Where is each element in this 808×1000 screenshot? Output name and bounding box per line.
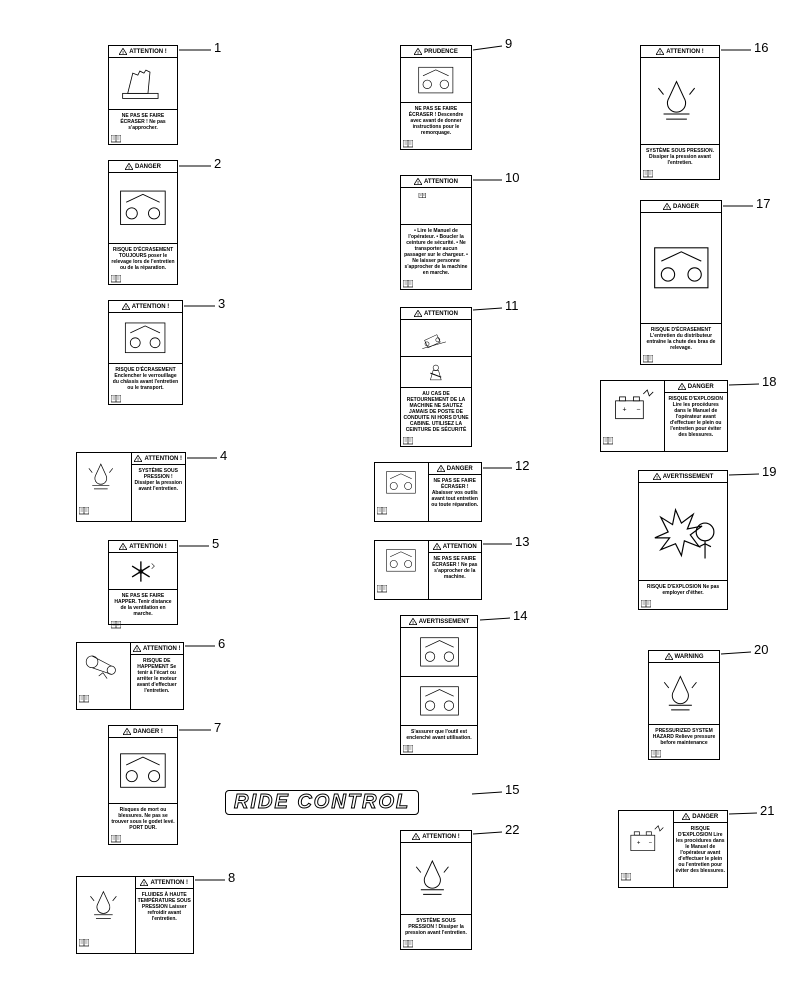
decal-11: ATTENTION AU CAS DE RETOURNEMENT DE LA M… [400, 307, 472, 447]
decal-body-text: NE PAS SE FAIRE ÉCRASER ! Ne pas s'appro… [109, 110, 177, 134]
decal-body-text: NE PAS SE FAIRE ÉCRASER ! Abaisser vos o… [429, 475, 482, 511]
decal-header-text: DANGER [673, 204, 699, 210]
callout-line-21 [729, 813, 757, 814]
callout-number-7: 7 [214, 720, 221, 735]
callout-number-22: 22 [505, 822, 519, 837]
decal-header-text: ATTENTION [424, 179, 458, 185]
decal-19: AVERTISSEMENT RISQUE D'EXPLOSION Ne pas … [638, 470, 728, 610]
callout-number-4: 4 [220, 448, 227, 463]
callout-number-6: 6 [218, 636, 225, 651]
callout-number-14: 14 [513, 608, 527, 623]
decal-body-text: NE PAS SE FAIRE ÉCRASER ! Ne pas s'appro… [429, 553, 482, 583]
decal-body-text: PRESSURIZED SYSTEM HAZARD Relieve pressu… [649, 725, 719, 749]
callout-number-11: 11 [505, 298, 519, 313]
callout-line-20 [721, 652, 751, 654]
decal-body-text: RISQUE DE HAPPEMENT Se tenir à l'écart o… [131, 655, 184, 697]
decal-body-text: RISQUE D'ÉCRASEMENT L'entretien du distr… [641, 324, 721, 354]
decal-22: ATTENTION ! SYSTÈME SOUS PRESSION ! Diss… [400, 830, 472, 950]
callout-number-17: 17 [756, 196, 770, 211]
decal-body-text: S'assurer que l'outil est enclenché avan… [401, 726, 477, 744]
decal-header-text: ATTENTION ! [422, 834, 460, 840]
callout-number-20: 20 [754, 642, 768, 657]
decal-body-text: NE PAS SE FAIRE HAPPER. Tenir distance d… [109, 590, 177, 620]
decal-21: DANGER RISQUE D'EXPLOSION Lire les procé… [618, 810, 728, 888]
decal-body-text: SYSTÈME SOUS PRESSION ! Dissiper la pres… [132, 465, 186, 495]
decal-body-text: NE PAS SE FAIRE ÉCRASER ! Descendre avec… [401, 103, 471, 139]
decal-4: ATTENTION ! SYSTÈME SOUS PRESSION ! Diss… [76, 452, 186, 522]
decal-10: ATTENTION • Lire le Manuel de l'opérateu… [400, 175, 472, 290]
decal-2: DANGER RISQUE D'ÉCRASEMENT TOUJOURS pose… [108, 160, 178, 285]
decal-body-text: RISQUE D'ÉCRASEMENT Enclencher le verrou… [109, 364, 182, 394]
decal-body-text: RISQUE D'EXPLOSION Ne pas employer d'éth… [639, 581, 727, 599]
decal-header-text: DANGER ! [133, 729, 163, 735]
callout-number-9: 9 [505, 36, 512, 51]
decal-header-text: ATTENTION ! [129, 49, 167, 55]
decal-header-text: ATTENTION ! [150, 880, 188, 886]
callout-number-13: 13 [515, 534, 529, 549]
decal-header-text: ATTENTION ! [144, 456, 182, 462]
callout-line-15 [472, 792, 502, 794]
decal-header-text: PRUDENCE [424, 49, 458, 55]
callout-line-11 [473, 308, 502, 310]
decal-7: DANGER ! Risques de mort ou blessures. N… [108, 725, 178, 845]
decal-header-text: DANGER [688, 384, 714, 390]
decal-header-text: AVERTISSEMENT [663, 474, 714, 480]
ride-control-banner: RIDE CONTROL [225, 790, 419, 815]
decal-17: DANGER RISQUE D'ÉCRASEMENT L'entretien d… [640, 200, 722, 365]
callout-number-21: 21 [760, 803, 774, 818]
callout-number-5: 5 [212, 536, 219, 551]
decal-header-text: ATTENTION ! [132, 304, 170, 310]
decal-16: ATTENTION ! SYSTÈME SOUS PRESSION. Dissi… [640, 45, 720, 180]
decal-9: PRUDENCE NE PAS SE FAIRE ÉCRASER ! Desce… [400, 45, 472, 150]
decal-18: DANGER RISQUE D'EXPLOSION Lire les procé… [600, 380, 728, 452]
callout-line-14 [480, 618, 510, 620]
decal-header-text: DANGER [135, 164, 161, 170]
decal-header-text: DANGER [447, 466, 473, 472]
decal-header-text: WARNING [675, 654, 704, 660]
callout-number-2: 2 [214, 156, 221, 171]
decal-body-text: RISQUE D'EXPLOSION Lire les procédures d… [674, 823, 728, 877]
callout-number-16: 16 [754, 40, 768, 55]
decal-header-text: ATTENTION [424, 311, 458, 317]
decal-body-text: • Lire le Manuel de l'opérateur. • Boucl… [401, 225, 471, 279]
callout-number-3: 3 [218, 296, 225, 311]
decal-12: DANGER NE PAS SE FAIRE ÉCRASER ! Abaisse… [374, 462, 482, 522]
callout-number-12: 12 [515, 458, 529, 473]
decal-8: ATTENTION ! FLUIDES À HAUTE TEMPÉRATURE … [76, 876, 194, 954]
decal-header-text: AVERTISSEMENT [419, 619, 470, 625]
decal-body-text: SYSTÈME SOUS PRESSION. Dissiper la press… [641, 145, 719, 169]
decal-6: ATTENTION ! RISQUE DE HAPPEMENT Se tenir… [76, 642, 184, 710]
decal-body-text: FLUIDES À HAUTE TEMPÉRATURE SOUS PRESSIO… [136, 889, 194, 925]
decal-body-text: RISQUE D'EXPLOSION Lire les procédures d… [665, 393, 728, 441]
decal-header-text: ATTENTION [443, 544, 477, 550]
callout-number-18: 18 [762, 374, 776, 389]
decal-20: WARNING PRESSURIZED SYSTEM HAZARD Reliev… [648, 650, 720, 760]
callout-line-19 [729, 474, 759, 475]
decal-body-text: Risques de mort ou blessures. Ne pas se … [109, 804, 177, 834]
decal-14: AVERTISSEMENT S'assurer que l'outil est … [400, 615, 478, 755]
decal-header-text: DANGER [692, 814, 718, 820]
callout-number-1: 1 [214, 40, 221, 55]
decal-header-text: ATTENTION ! [143, 646, 181, 652]
decal-header-text: ATTENTION ! [666, 49, 704, 55]
callout-number-10: 10 [505, 170, 519, 185]
decal-13: ATTENTION NE PAS SE FAIRE ÉCRASER ! Ne p… [374, 540, 482, 600]
callout-number-8: 8 [228, 870, 235, 885]
decal-1: ATTENTION ! NE PAS SE FAIRE ÉCRASER ! Ne… [108, 45, 178, 145]
decal-body-text: RISQUE D'ÉCRASEMENT TOUJOURS poser le re… [109, 244, 177, 274]
callout-line-9 [473, 46, 502, 50]
decal-5: ATTENTION ! NE PAS SE FAIRE HAPPER. Teni… [108, 540, 178, 625]
decal-header-text: ATTENTION ! [129, 544, 167, 550]
decal-body-text: SYSTÈME SOUS PRESSION ! Dissiper la pres… [401, 915, 471, 939]
callout-number-15: 15 [505, 782, 519, 797]
callout-line-22 [473, 832, 502, 834]
callout-number-19: 19 [762, 464, 776, 479]
callout-line-18 [729, 384, 759, 385]
decal-body-text: AU CAS DE RETOURNEMENT DE LA MACHINE NE … [401, 388, 471, 436]
decal-3: ATTENTION ! RISQUE D'ÉCRASEMENT Enclench… [108, 300, 183, 405]
